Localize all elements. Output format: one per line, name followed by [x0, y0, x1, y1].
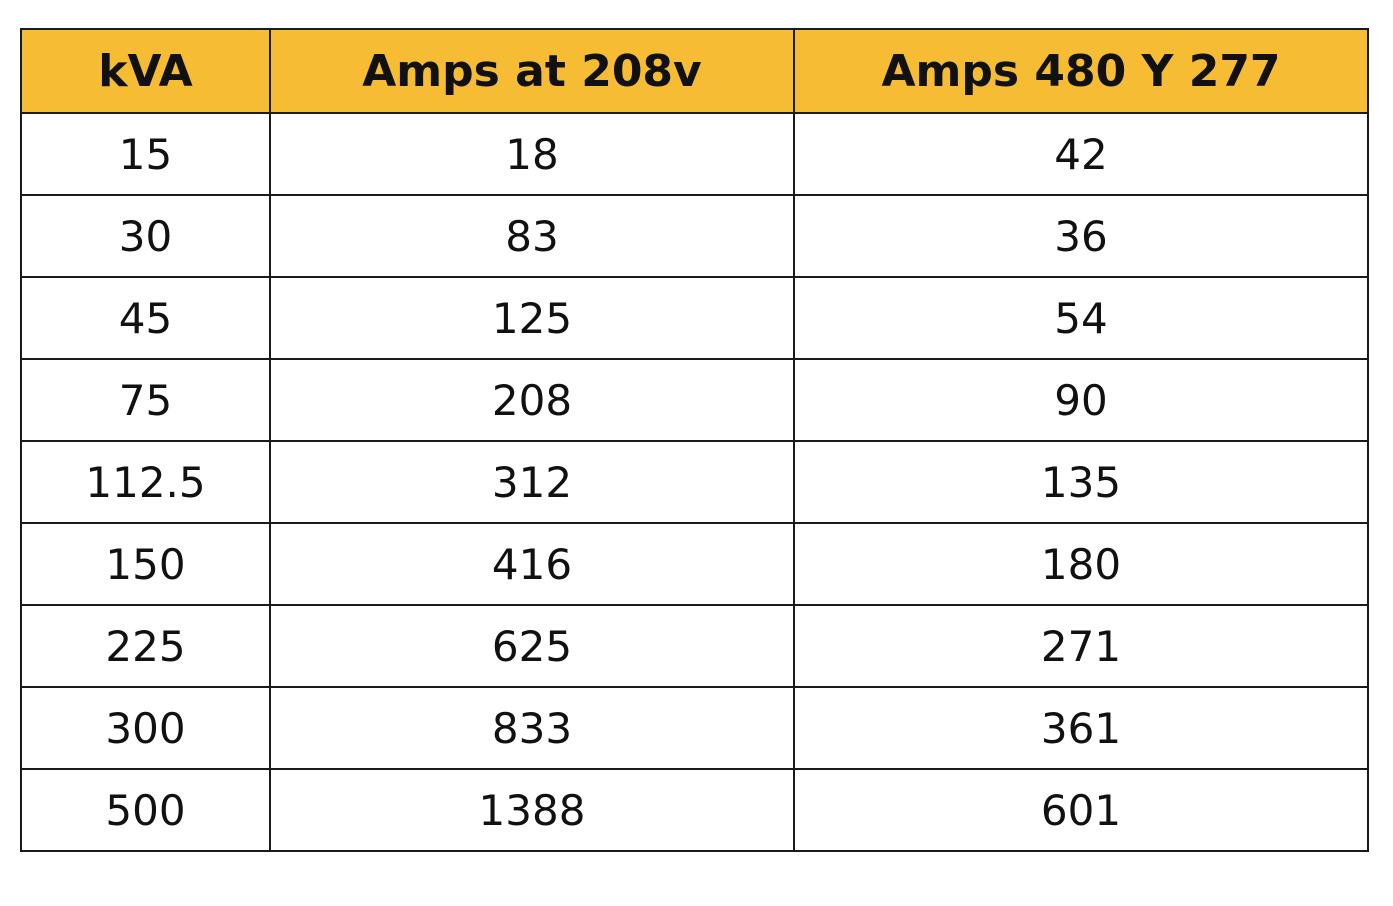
cell-amps-480y277: 135 — [793, 440, 1369, 524]
cell-amps-480y277: 601 — [793, 768, 1369, 852]
cell-amps-208v: 312 — [269, 440, 795, 524]
table-row: 75 208 90 — [20, 358, 1369, 442]
cell-kva: 300 — [20, 686, 271, 770]
cell-kva: 75 — [20, 358, 271, 442]
cell-kva: 112.5 — [20, 440, 271, 524]
cell-amps-480y277: 90 — [793, 358, 1369, 442]
cell-kva: 45 — [20, 276, 271, 360]
column-header-amps-480y277: Amps 480 Y 277 — [793, 28, 1369, 114]
cell-kva: 225 — [20, 604, 271, 688]
cell-amps-208v: 625 — [269, 604, 795, 688]
column-header-amps-208v: Amps at 208v — [269, 28, 795, 114]
table-row: 150 416 180 — [20, 522, 1369, 606]
cell-amps-480y277: 361 — [793, 686, 1369, 770]
cell-amps-208v: 18 — [269, 112, 795, 196]
table-row: 225 625 271 — [20, 604, 1369, 688]
table-row: 30 83 36 — [20, 194, 1369, 278]
cell-kva: 500 — [20, 768, 271, 852]
table-row: 15 18 42 — [20, 112, 1369, 196]
kva-amps-table: kVA Amps at 208v Amps 480 Y 277 15 18 42… — [20, 28, 1369, 852]
cell-kva: 30 — [20, 194, 271, 278]
header-row: kVA Amps at 208v Amps 480 Y 277 — [20, 28, 1369, 114]
column-header-kva: kVA — [20, 28, 271, 114]
table-header: kVA Amps at 208v Amps 480 Y 277 — [20, 28, 1369, 114]
cell-amps-208v: 833 — [269, 686, 795, 770]
cell-amps-480y277: 42 — [793, 112, 1369, 196]
cell-amps-480y277: 54 — [793, 276, 1369, 360]
cell-amps-480y277: 180 — [793, 522, 1369, 606]
cell-amps-208v: 125 — [269, 276, 795, 360]
table-row: 112.5 312 135 — [20, 440, 1369, 524]
cell-amps-208v: 1388 — [269, 768, 795, 852]
table-body: 15 18 42 30 83 36 45 125 54 75 208 90 11… — [20, 112, 1369, 852]
cell-amps-208v: 208 — [269, 358, 795, 442]
table-row: 500 1388 601 — [20, 768, 1369, 852]
cell-amps-480y277: 36 — [793, 194, 1369, 278]
cell-amps-208v: 416 — [269, 522, 795, 606]
cell-amps-208v: 83 — [269, 194, 795, 278]
cell-kva: 15 — [20, 112, 271, 196]
cell-amps-480y277: 271 — [793, 604, 1369, 688]
cell-kva: 150 — [20, 522, 271, 606]
table-row: 300 833 361 — [20, 686, 1369, 770]
table-row: 45 125 54 — [20, 276, 1369, 360]
